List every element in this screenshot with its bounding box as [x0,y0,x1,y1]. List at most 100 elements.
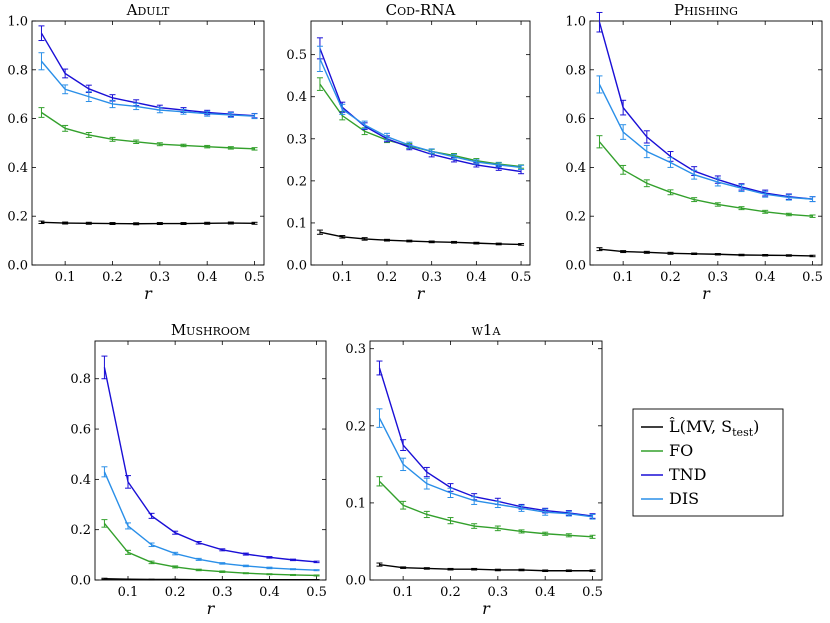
x-tick-label: 0.3 [149,270,170,285]
error-bar [542,569,549,573]
error-bar [62,68,69,79]
series-dis [596,75,816,203]
chart-panel-0: 0.1 0.2 0.3 0.4 0.5 0.0 0.2 0.4 0.6 0.8 1.0 Adult r [7,1,265,303]
series-tnd [38,25,258,119]
error-bar [596,247,603,252]
axes-frame [589,20,823,266]
x-tick-label: 0.1 [393,585,414,600]
error-bar [133,139,140,144]
chart-title: Mushroom [171,321,250,339]
error-bar [133,222,140,226]
error-bar [494,568,501,572]
y-tick-label: 1.0 [7,15,28,30]
x-tick-label: 0.3 [707,270,728,285]
x-tick-label: 0.3 [421,270,442,285]
error-bar [738,206,745,211]
error-bar [133,102,140,111]
y-tick-label: 0.4 [7,161,28,176]
x-tick-label: 0.5 [802,270,823,285]
x-tick-label: 0.2 [440,585,461,600]
error-bar [251,113,258,120]
error-bar [85,132,92,138]
series-line [378,480,593,538]
error-bar [38,220,45,225]
error-bar [156,142,163,147]
error-bar [714,177,721,187]
error-bar [809,196,816,203]
y-tick-label: 0.2 [565,210,586,225]
error-bar [62,84,69,95]
x-tick-label: 0.3 [212,585,233,600]
error-bar [714,253,721,256]
error-bar [204,110,211,117]
legend-entry-mv: L̂(MV, Stest) [641,417,759,439]
error-bar [518,504,525,512]
error-bar [172,565,179,569]
error-bar [219,548,226,552]
error-bar [542,508,549,516]
legend-label: L̂(MV, Stest) [669,417,759,439]
series-line [104,578,317,581]
series-fo [101,519,320,577]
x-tick-label: 0.2 [377,270,398,285]
error-bar [109,99,116,109]
error-bar [738,184,745,193]
error-bar [471,523,478,529]
error-bar [565,533,572,538]
error-bar [400,500,407,510]
error-bar [471,567,478,571]
y-tick-label: 0.2 [345,419,366,434]
chart-title: Phishing [674,1,738,19]
error-bar [313,578,320,581]
x-tick-label: 0.1 [118,585,139,600]
error-bar [447,517,454,525]
error-bar [219,570,226,573]
x-tick-label: 0.5 [511,270,532,285]
error-bar [565,569,572,573]
error-bar [785,194,792,201]
error-bar [266,556,273,559]
series-fo [316,77,525,169]
error-bar [195,541,202,545]
error-bar [85,221,92,225]
axes-frame [369,340,603,581]
error-bar [172,551,179,556]
y-tick-label: 0.1 [286,216,307,231]
x-tick-label: 0.1 [332,270,353,285]
error-bar [62,124,69,132]
error-bar [596,11,603,33]
error-bar [447,567,454,571]
x-tick-label: 0.4 [755,270,776,285]
x-tick-label: 0.2 [660,270,681,285]
error-bar [376,562,383,567]
legend-entry-tnd: TND [641,465,707,484]
error-bar [400,566,407,569]
series-tnd [316,37,525,175]
series-line [103,522,317,577]
series-dis [316,45,525,171]
error-bar [589,534,596,539]
error-bar [406,141,413,149]
y-tick-label: 0.4 [286,90,307,105]
series-line [40,32,255,117]
series-line [41,111,255,150]
x-axis-label: r [207,599,216,618]
error-bar [290,568,296,571]
error-bar [643,250,650,254]
error-bar [423,477,430,490]
axes-frame [31,20,265,266]
error-bar [494,525,501,532]
error-bar [428,148,435,155]
y-tick-label: 0.8 [7,63,28,78]
error-bar [101,466,108,478]
error-bar [290,573,296,576]
chart-panel-4: 0.1 0.2 0.3 0.4 0.5 0.0 0.1 0.2 0.3 w1a r [345,321,603,618]
error-bar [620,250,627,254]
error-bar [38,52,45,71]
series-tnd [376,360,596,519]
y-tick-label: 0.0 [565,259,586,274]
error-bar [195,568,202,572]
y-tick-label: 0.4 [565,161,586,176]
y-tick-label: 0.0 [286,259,307,274]
